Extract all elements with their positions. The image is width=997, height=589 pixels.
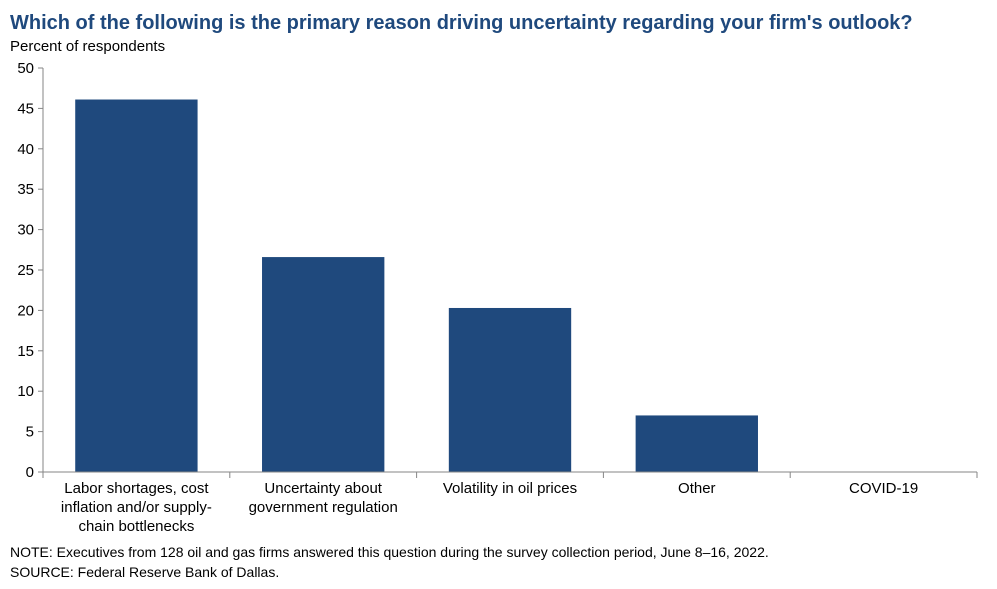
x-tick-label: Uncertainty about government regulation <box>249 480 398 516</box>
bar <box>262 257 385 472</box>
y-tick-label: 5 <box>26 424 34 441</box>
x-tick-label: Labor shortages, cost inflation and/or su… <box>61 480 212 535</box>
y-tick-label: 15 <box>17 343 34 360</box>
bar <box>448 307 572 472</box>
note-text: NOTE: Executives from 128 oil and gas fi… <box>10 544 769 560</box>
bar <box>75 99 198 473</box>
source-text: SOURCE: Federal Reserve Bank of Dallas. <box>10 564 280 580</box>
x-tick-label: Other <box>678 480 716 497</box>
y-tick-label: 45 <box>17 100 34 117</box>
bar-chart: 0 5 10 15 20 25 30 35 40 45 50 Labor shortages, cos… <box>17 60 978 535</box>
y-tick-label: 40 <box>17 141 34 158</box>
chart-title: Which of the following is the primary re… <box>10 12 913 34</box>
y-tick-label: 25 <box>17 262 34 279</box>
bar <box>635 415 758 472</box>
x-tick-label: Volatility in oil prices <box>443 480 577 497</box>
y-tick-label: 20 <box>17 302 34 319</box>
y-tick-label: 50 <box>17 60 34 77</box>
y-tick-label: 30 <box>17 222 34 239</box>
y-tick-label: 10 <box>17 383 34 400</box>
x-tick-label: COVID-19 <box>849 480 918 497</box>
y-axis-label: Percent of respondents <box>10 38 166 55</box>
y-tick-label: 35 <box>17 181 34 198</box>
y-tick-label: 0 <box>26 464 34 481</box>
